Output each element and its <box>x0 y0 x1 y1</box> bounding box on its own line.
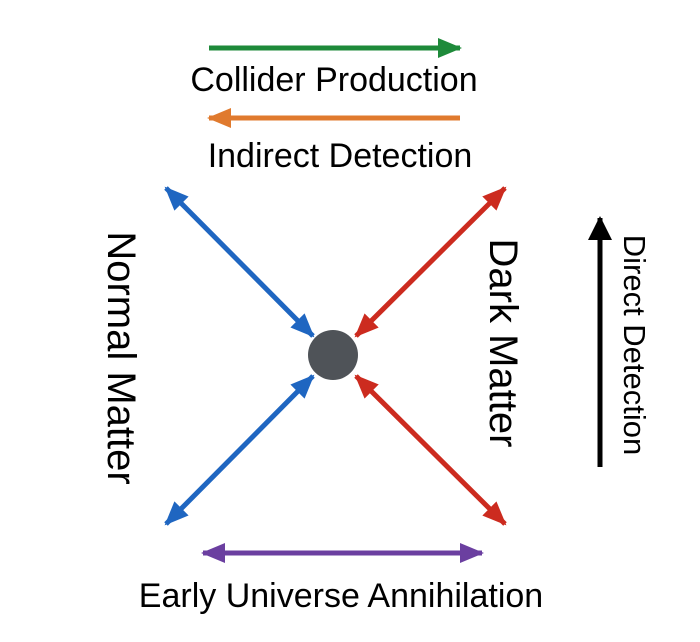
dark-matter-lower-arrow <box>354 374 507 526</box>
dark-matter-upper-arrow <box>354 186 507 338</box>
collider-production-label: Collider Production <box>190 61 477 99</box>
interaction-vertex <box>308 330 358 380</box>
indirect-detection-label: Indirect Detection <box>208 137 473 175</box>
direct-detection-label: Direct Detection <box>617 235 652 456</box>
early-universe-annihilation-label: Early Universe Annihilation <box>139 577 543 615</box>
normal-matter-label: Normal Matter <box>99 231 143 484</box>
normal-matter-lower-arrow <box>164 374 315 526</box>
normal-matter-upper-arrow <box>164 186 315 338</box>
dark-matter-label: Dark Matter <box>481 239 525 448</box>
